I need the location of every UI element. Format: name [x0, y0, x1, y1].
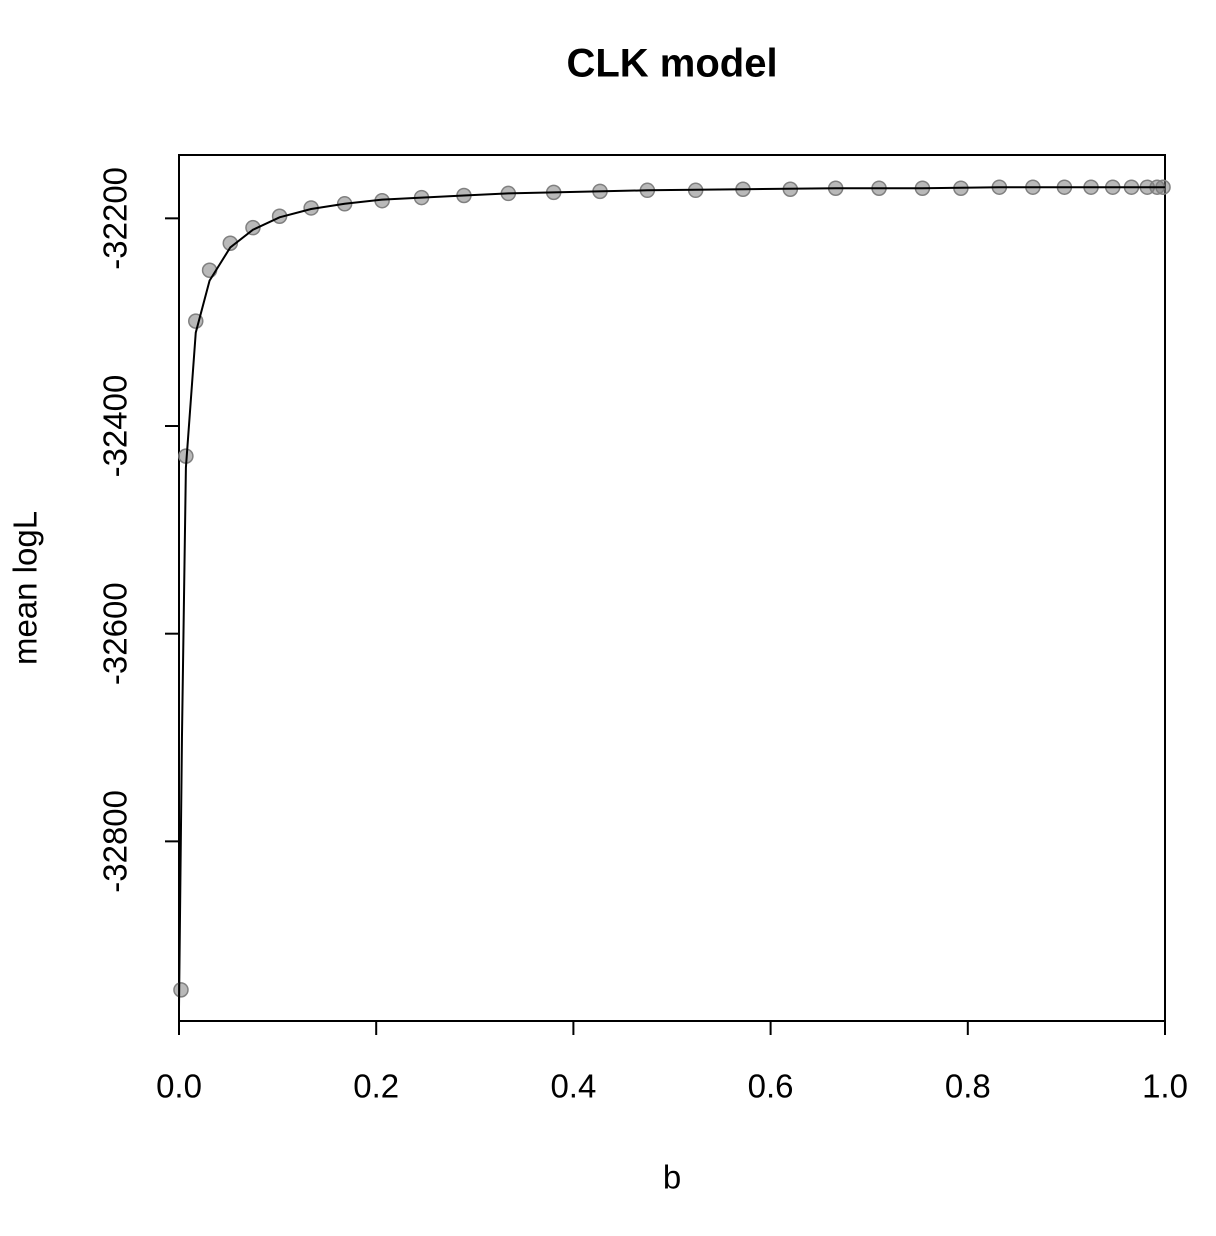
point — [245, 219, 261, 236]
point — [201, 262, 218, 279]
plot-frame — [178, 154, 1166, 1022]
y-tick-label: -32600 — [97, 582, 134, 685]
x-tick-label: 0.6 — [748, 1068, 794, 1105]
y-tick-label: -32200 — [97, 167, 134, 270]
point — [222, 235, 239, 252]
x-tick-label: 0.2 — [353, 1068, 399, 1105]
x-tick-label: 0.0 — [156, 1068, 202, 1105]
x-axis-label: b — [663, 1159, 681, 1196]
point — [173, 982, 189, 998]
fit-line — [178, 186, 1165, 1008]
x-tick-label: 0.8 — [945, 1068, 991, 1105]
x-tick-label: 1.0 — [1142, 1068, 1188, 1105]
chart-title: CLK model — [566, 42, 777, 86]
x-tick-label: 0.4 — [550, 1068, 596, 1105]
y-tick-label: -32800 — [97, 790, 134, 893]
y-axis-label: mean logL — [7, 511, 44, 665]
y-tick-label: -32400 — [97, 375, 134, 478]
